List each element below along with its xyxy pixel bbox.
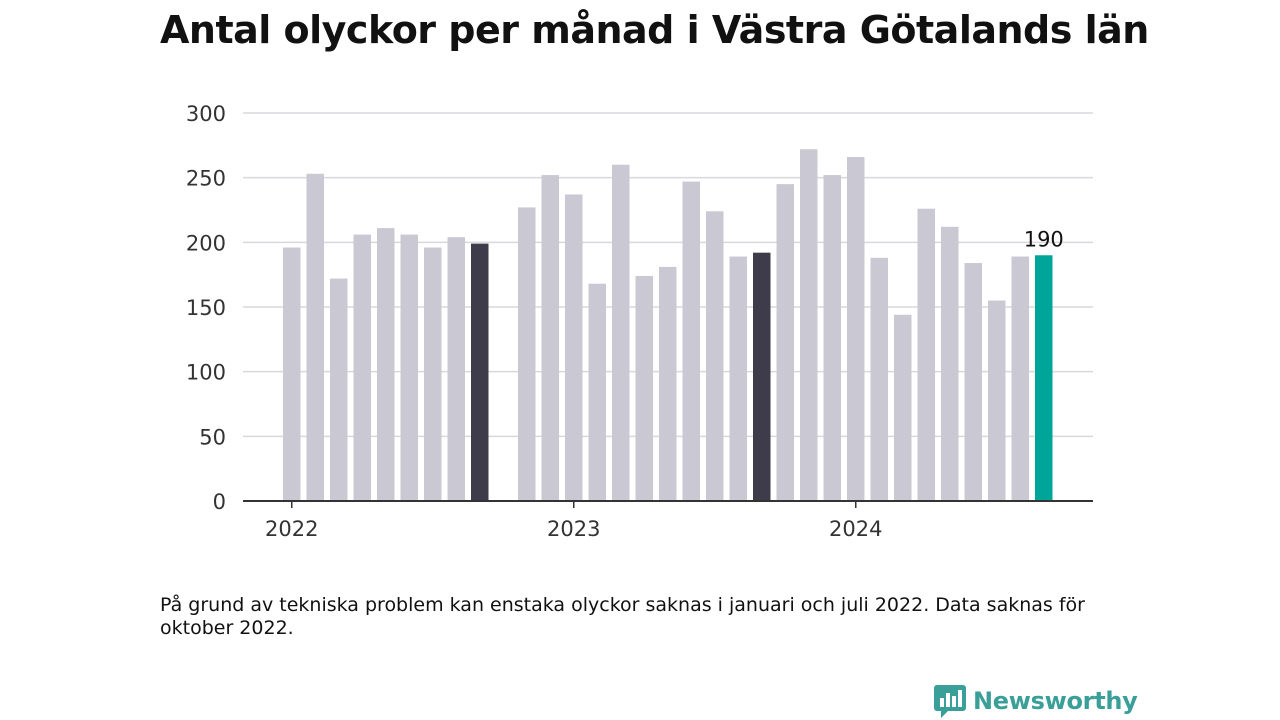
bar <box>635 275 653 501</box>
bar <box>283 247 301 501</box>
brand-name: Newsworthy <box>973 687 1138 715</box>
latest-value-label: 190 <box>1024 227 1064 251</box>
bar <box>706 211 724 501</box>
y-axis-tick-labels: 0 50 100 150 200 250 300 <box>186 102 226 514</box>
bar <box>917 208 935 501</box>
bar <box>424 247 442 501</box>
x-tick-label: 2022 <box>265 517 318 541</box>
y-tick-label: 200 <box>186 231 226 255</box>
bar <box>776 184 794 501</box>
y-tick-label: 50 <box>199 425 226 449</box>
bar <box>941 226 959 501</box>
bar <box>588 283 606 501</box>
bar-chart: 0 50 100 150 200 250 300 2022 2023 2024 190 <box>186 102 1093 541</box>
y-tick-label: 250 <box>186 167 226 191</box>
bar <box>541 175 559 501</box>
bar <box>1011 256 1029 501</box>
y-tick-label: 300 <box>186 102 226 126</box>
y-tick-label: 100 <box>186 361 226 385</box>
bar <box>659 266 677 501</box>
data-labels: 190 <box>1024 227 1064 251</box>
bar <box>729 256 747 501</box>
y-tick-label: 150 <box>186 296 226 320</box>
newsworthy-logo-icon <box>934 685 966 718</box>
bar <box>800 149 818 502</box>
bar <box>400 234 418 501</box>
bar <box>870 257 888 501</box>
bar <box>682 181 700 501</box>
bar <box>565 194 583 502</box>
bar <box>612 164 630 501</box>
bar <box>1035 255 1053 501</box>
bar <box>353 234 371 501</box>
bar <box>823 175 841 501</box>
bars <box>283 149 1053 502</box>
bar <box>847 156 865 501</box>
bar <box>471 243 489 502</box>
bar <box>447 237 465 501</box>
bar <box>988 300 1006 501</box>
bar <box>964 263 982 501</box>
footnote: På grund av tekniska problem kan enstaka… <box>160 594 1085 639</box>
bar <box>330 278 348 501</box>
bar <box>306 173 324 501</box>
bar <box>377 228 395 501</box>
brand-logo: Newsworthy <box>934 683 1138 719</box>
bar <box>894 314 912 501</box>
bar <box>753 252 771 501</box>
x-tick-label: 2023 <box>547 517 600 541</box>
bar <box>518 207 536 501</box>
chart-title: Antal olyckor per månad i Västra Götalan… <box>160 8 1149 52</box>
x-axis-tick-labels: 2022 2023 2024 <box>265 517 882 541</box>
y-tick-label: 0 <box>213 490 226 514</box>
x-tick-label: 2024 <box>829 517 882 541</box>
x-axis <box>243 500 1093 508</box>
